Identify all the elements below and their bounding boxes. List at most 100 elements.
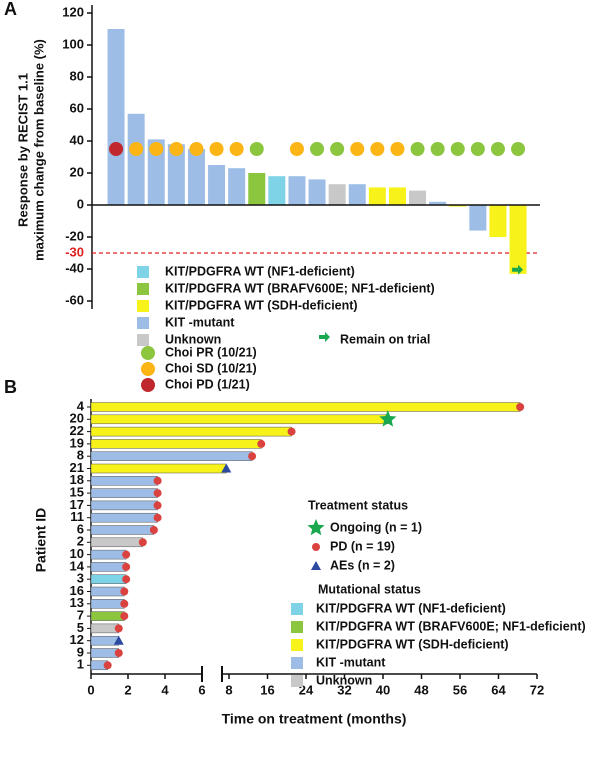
star-marker: [379, 410, 397, 427]
legend-marker: [141, 378, 155, 392]
bar: [90, 463, 227, 474]
y-tick-label: 4: [77, 398, 85, 413]
x-tick-label: 0: [87, 682, 94, 697]
bar: [147, 139, 165, 205]
bar: [469, 205, 487, 231]
y-tick-label: 20: [70, 164, 84, 179]
y-tick-label: -60: [65, 292, 84, 307]
bar: [90, 574, 127, 584]
panel-label: A: [4, 0, 17, 19]
star-marker: [307, 519, 325, 536]
choi-marker: [229, 142, 244, 156]
x-tick-label: 72: [530, 682, 544, 697]
triangle-marker: [221, 463, 232, 473]
choi-marker: [209, 142, 224, 156]
bar: [90, 414, 389, 425]
legend-label: KIT -mutant: [316, 655, 386, 669]
y-tick-label: 100: [62, 36, 84, 51]
bar: [90, 512, 158, 523]
legend-swatch: [291, 675, 303, 687]
circle-marker: [120, 587, 129, 596]
circle-marker: [516, 403, 525, 411]
y-tick-label: 9: [77, 644, 84, 659]
x-tick-label: 40: [376, 682, 390, 697]
legend-label: KIT/PDGFRA WT (BRAFV600E; NF1-deficient): [165, 281, 435, 295]
circle-marker: [153, 513, 162, 522]
choi-marker: [370, 142, 385, 156]
bar: [107, 29, 125, 205]
choi-marker: [330, 142, 345, 156]
y-tick-label: 7: [77, 608, 84, 623]
choi-marker: [450, 142, 465, 156]
choi-marker: [189, 142, 204, 156]
legend-label: KIT/PDGFRA WT (NF1-deficient): [165, 264, 355, 278]
circle-marker: [257, 439, 266, 448]
y-axis-label: Response by RECIST 1.1: [15, 73, 30, 227]
bar: [90, 537, 144, 548]
bar: [409, 190, 427, 205]
circle-marker: [120, 599, 129, 608]
triangle-marker: [113, 635, 124, 645]
bar: [90, 586, 125, 597]
circle-marker: [122, 575, 131, 584]
y-tick-label: 12: [70, 632, 84, 647]
legend-arrow: [319, 332, 330, 342]
legend-label: Choi PD (1/21): [165, 377, 250, 391]
bar: [90, 451, 253, 461]
choi-marker: [129, 142, 144, 156]
choi-marker: [410, 142, 425, 156]
y-tick-label: 1: [77, 657, 84, 672]
bar: [388, 187, 406, 205]
y-tick-label: 5: [77, 620, 84, 635]
bar: [90, 488, 158, 498]
legend-label: Unknown: [316, 673, 372, 687]
choi-marker: [289, 142, 304, 156]
bar: [90, 549, 127, 560]
circle-marker: [120, 612, 129, 621]
bar: [90, 611, 125, 621]
bar: [90, 623, 119, 634]
x-tick-label: 32: [337, 682, 351, 697]
circle-marker: [153, 501, 162, 510]
legend-swatch: [291, 603, 303, 615]
legend-label: Ongoing (n = 1): [330, 520, 422, 534]
circle-marker: [114, 649, 123, 657]
legend-label: PD (n = 19): [330, 539, 395, 553]
y-tick-label: 14: [70, 558, 85, 573]
circle-marker: [149, 526, 158, 534]
circle-marker: [114, 624, 123, 633]
bar: [90, 439, 262, 449]
y-tick-label: 2: [77, 534, 84, 549]
y-tick-label: -40: [65, 260, 84, 275]
y-tick-label: 16: [70, 583, 84, 598]
bar: [167, 144, 185, 205]
legend-swatch: [137, 317, 149, 329]
circle-marker: [103, 661, 112, 670]
choi-marker: [470, 142, 485, 156]
legend-swatch: [291, 657, 303, 669]
bar: [268, 176, 286, 205]
bar: [429, 201, 447, 205]
y-tick-label: 40: [70, 132, 84, 147]
bar: [90, 525, 155, 535]
reference-label: -30: [65, 244, 84, 259]
legend-label: KIT/PDGFRA WT (SDH-deficient): [165, 298, 358, 312]
bar: [308, 179, 326, 205]
legend-label: KIT -mutant: [165, 315, 235, 329]
y-tick-label: 80: [70, 68, 84, 83]
bar: [90, 562, 127, 572]
legend-swatch: [291, 639, 303, 651]
y-tick-label: 22: [70, 423, 84, 438]
bar: [187, 149, 205, 205]
y-tick-label: 3: [77, 571, 84, 586]
x-tick-label: 48: [414, 682, 428, 697]
bar: [127, 113, 145, 205]
legend-marker: [141, 346, 155, 360]
bar: [248, 173, 266, 205]
bar: [368, 187, 386, 205]
choi-marker: [430, 142, 445, 156]
x-tick-label: 16: [260, 682, 274, 697]
bar: [509, 205, 527, 274]
y-tick-label: 13: [70, 595, 84, 610]
bar: [208, 165, 226, 205]
